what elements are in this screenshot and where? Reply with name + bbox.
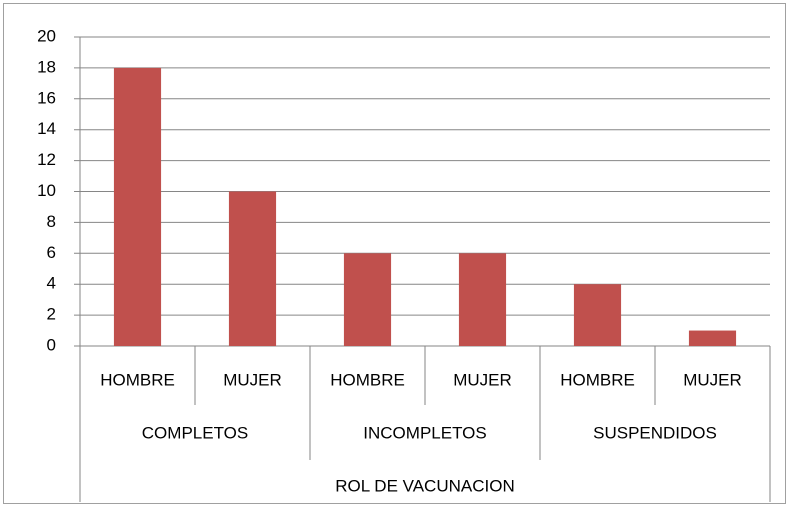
x-axis-label: ROL DE VACUNACION — [335, 476, 514, 495]
x-tick-label: HOMBRE — [330, 370, 405, 389]
y-tick-label: 10 — [37, 181, 56, 200]
x-tick-label: MUJER — [453, 370, 512, 389]
y-tick-label: 20 — [37, 26, 56, 45]
y-tick-label: 6 — [47, 243, 56, 262]
y-tick-label: 2 — [47, 305, 56, 324]
y-tick-label: 12 — [37, 150, 56, 169]
x-group-label: COMPLETOS — [142, 423, 248, 442]
x-tick-label: HOMBRE — [560, 370, 635, 389]
y-tick-label: 14 — [37, 119, 56, 138]
y-tick-label: 8 — [47, 212, 56, 231]
y-tick-label: 4 — [47, 274, 56, 293]
x-group-label: INCOMPLETOS — [363, 423, 486, 442]
x-tick-label: HOMBRE — [100, 370, 175, 389]
y-tick-label: 18 — [37, 57, 56, 76]
bar — [573, 284, 622, 346]
bar — [343, 253, 392, 346]
x-tick-label: MUJER — [223, 370, 282, 389]
bar — [458, 253, 507, 346]
x-tick-label: MUJER — [683, 370, 742, 389]
x-group-label: SUSPENDIDOS — [593, 423, 717, 442]
y-tick-label: 0 — [47, 335, 56, 354]
bar — [688, 330, 737, 346]
bar — [228, 191, 277, 346]
y-tick-label: 16 — [37, 88, 56, 107]
bar — [113, 67, 162, 347]
